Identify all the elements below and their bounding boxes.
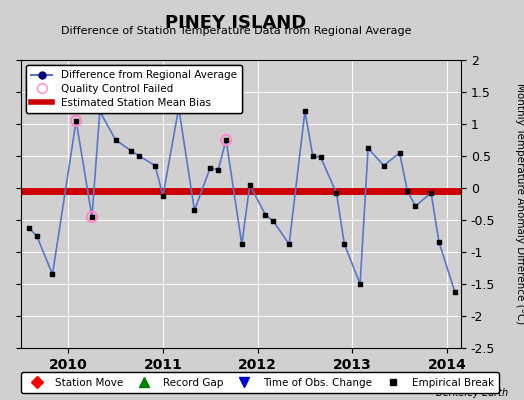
Point <box>427 190 435 196</box>
Point <box>135 153 144 159</box>
Point <box>356 281 364 287</box>
Point <box>190 207 199 214</box>
Point <box>72 118 80 124</box>
Point <box>411 203 420 209</box>
Point <box>214 167 222 173</box>
Text: Difference of Station Temperature Data from Regional Average: Difference of Station Temperature Data f… <box>61 26 411 36</box>
Point <box>451 288 459 295</box>
Point <box>340 241 348 248</box>
Point <box>88 214 96 220</box>
Point <box>174 105 183 111</box>
Point <box>246 182 254 188</box>
Point <box>261 212 270 218</box>
Y-axis label: Monthly Temperature Anomaly Difference (°C): Monthly Temperature Anomaly Difference (… <box>515 83 524 325</box>
Point <box>25 224 33 231</box>
Point <box>301 108 309 114</box>
Point <box>237 241 246 248</box>
Point <box>127 148 136 154</box>
Point <box>48 271 57 278</box>
Point <box>88 214 96 220</box>
Point <box>332 190 341 196</box>
Point <box>435 239 443 246</box>
Point <box>95 108 104 114</box>
Point <box>222 137 230 143</box>
Point <box>222 137 230 143</box>
Point <box>364 145 372 152</box>
Point <box>269 218 278 224</box>
Point <box>396 150 404 156</box>
Legend: Station Move, Record Gap, Time of Obs. Change, Empirical Break: Station Move, Record Gap, Time of Obs. C… <box>21 372 499 393</box>
Point <box>151 162 159 169</box>
Point <box>112 137 120 143</box>
Point <box>285 241 293 248</box>
Point <box>379 162 388 169</box>
Point <box>309 153 317 159</box>
Point <box>316 154 325 160</box>
Point <box>72 118 80 124</box>
Text: Berkeley Earth: Berkeley Earth <box>436 388 508 398</box>
Legend: Difference from Regional Average, Quality Control Failed, Estimated Station Mean: Difference from Regional Average, Qualit… <box>26 65 242 113</box>
Text: PINEY ISLAND: PINEY ISLAND <box>165 14 307 32</box>
Point <box>159 192 167 199</box>
Point <box>206 164 214 171</box>
Point <box>32 233 41 239</box>
Point <box>403 188 412 194</box>
